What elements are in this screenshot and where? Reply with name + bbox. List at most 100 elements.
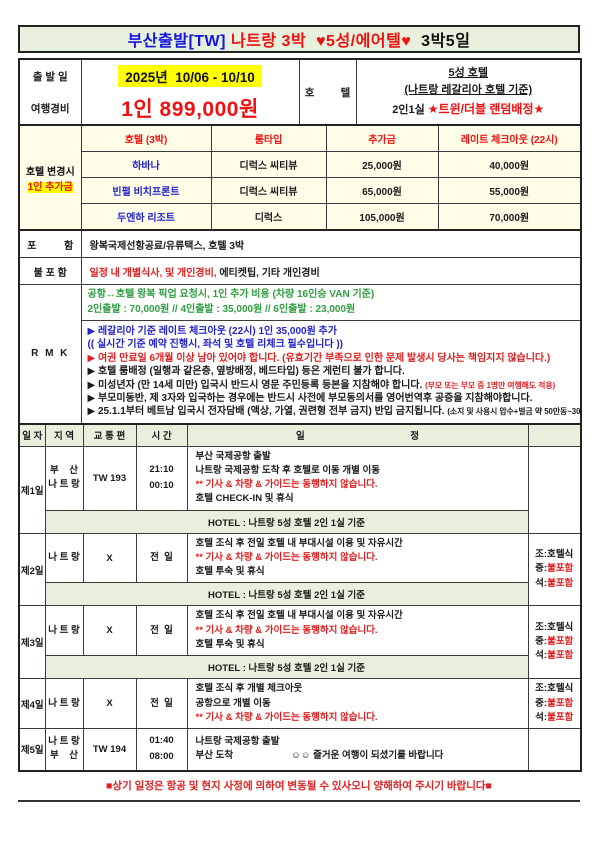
rmk-note-late-checkout: ▶ 레갈리아 기준 레이트 체크아웃 (22시) 1인 35,000원 추가: [87, 326, 337, 337]
day2-schedule: 호텔 조식 후 전일 호텔 내 부대시설 이용 및 자유시간 ** 기사 & 차…: [186, 532, 529, 584]
travel-cost-label: 여행경비: [18, 92, 82, 125]
day3-region: 나 트 랑: [44, 605, 84, 657]
col-region: 지 역: [44, 423, 84, 447]
hotel-option-late: 40,000원: [437, 151, 582, 178]
exclude-text-red: 일정 내 개별식사, 및 개인경비,: [89, 267, 217, 279]
hotel-option-name: 빈펄 비치프론트: [80, 177, 212, 204]
include-label: 포 함: [18, 229, 82, 258]
itinerary-header-row: 일 자 지 역 교 통 편 시 간 일 정: [18, 423, 582, 447]
col-room-type: 룸타입: [210, 124, 327, 152]
col-hotel: 호텔 (3박): [80, 124, 212, 152]
room-type-red: ★트윈/더블 랜덤배정★: [427, 101, 545, 116]
rmk-note-room-assignment: ▶ 호텔 룸배정 (일행과 같은층, 옆방배정, 베드타입) 등은 게런티 불가…: [87, 366, 405, 378]
col-meals: [527, 423, 582, 447]
day2-meals: 조:호텔식 중:불포함 석:불포함: [527, 532, 582, 607]
header-table: 출 발 일 2025년 10/06 - 10/10 호 텔 5성 호텔 (나트랑…: [18, 58, 582, 126]
col-schedule: 일 정: [186, 423, 529, 447]
hotel-option-late: 55,000원: [437, 177, 582, 204]
hotel-change-label-line2: 1인 추가금: [27, 181, 73, 193]
rmk-note-consent: ▶ 부모미동반, 제 3자와 입국하는 경우에는 반드시 사전에 부모동의서를 …: [87, 392, 533, 404]
day3-schedule: 호텔 조식 후 전일 호텔 내 부대시설 이용 및 자유시간 ** 기사 & 차…: [186, 605, 529, 657]
price-value: 1인 899,000원: [80, 92, 300, 125]
rmk-note-ecigarette: ▶ 25.1.1부터 베트남 입국시 전자담배 (액상, 가열, 권련형 전부 …: [88, 405, 581, 418]
col-day: 일 자: [18, 423, 46, 447]
day2-row: 제2일 나 트 랑 X 전 일 호텔 조식 후 전일 호텔 내 부대시설 이용 …: [18, 532, 582, 607]
hotel-grade: 5성 호텔: [448, 67, 489, 80]
hotel-option-room: 디럭스 씨티뷰: [210, 151, 327, 178]
hotel-option-late: 70,000원: [437, 203, 582, 231]
hotel-change-row: 하바나 디럭스 씨티뷰 25,000원 40,000원: [19, 151, 582, 178]
departure-date-label: 출 발 일: [18, 59, 82, 92]
day4-transport: X: [82, 678, 137, 730]
title-departure-city: 부산출발[TW]: [127, 33, 226, 50]
title-bar: 부산출발[TW] 나트랑 3박 ♥5성/에어텔♥ 3박5일: [18, 25, 580, 53]
pickup-fee-note: 공항↔호텔 왕복 픽업 요청시, 1인 추가 비용 (차량 16인승 VAN 기…: [80, 284, 582, 321]
hotel-name: (나트랑 레갈리아 호텔 기준): [404, 84, 533, 97]
day-number: 제4일: [18, 678, 46, 730]
exclude-text-black: 에티켓팁, 기타 개인경비: [216, 267, 320, 279]
day4-schedule: 호텔 조식 후 개별 체크아웃 공항으로 개별 이동 ** 기사 & 차량 & …: [186, 678, 529, 730]
hotel-change-row: 두엔하 리조트 디럭스 105,000원 70,000원: [19, 203, 582, 231]
pickup-fee-line2: 2인출발 : 70,000원 // 4인출발 : 35,000원 // 6인출발…: [87, 303, 356, 315]
hotel-band: HOTEL : 나트랑 5성 호텔 2인 1실 기준: [44, 655, 529, 680]
day-number: 제1일: [18, 445, 46, 534]
rmk-notes: ▶ 레갈리아 기준 레이트 체크아웃 (22시) 1인 35,000원 추가 (…: [80, 319, 582, 425]
day5-schedule: 나트랑 국제공항 출발 부산 도착 ☺☺ 즐거운 여행이 되셨기를 바랍니다: [186, 728, 529, 772]
day5-time: 01:40 08:00: [135, 728, 188, 772]
details-table: 호텔 변경시 1인 추가금 호텔 (3박) 룸타입 추가금 레이트 체크아웃 (…: [18, 124, 582, 425]
hotel-option-room: 디럭스 씨티뷰: [210, 177, 327, 204]
day4-time: 전 일: [135, 678, 188, 730]
day2-time: 전 일: [135, 532, 188, 584]
hotel-change-row: 빈펄 비치프론트 디럭스 씨티뷰 65,000원 55,000원: [19, 177, 582, 204]
rmk-note-ecigarette-penalty: (소지 및 사용시 압수+벌금 약 50만동~300만동): [447, 407, 581, 417]
hotel-label: 호 텔: [298, 58, 357, 126]
include-text: 왕복국제선항공료/유류택스, 호텔 3박: [80, 229, 582, 258]
hotel-option-name: 두엔하 리조트: [80, 203, 212, 231]
day5-meals: [527, 728, 582, 772]
hotel-option-surcharge: 65,000원: [325, 177, 439, 204]
rmk-note-passport: ▶ 여권 만료일 6개월 이상 남아 있어야 합니다. (유효기간 부족으로 인…: [87, 352, 551, 364]
title-destination: 나트랑 3박 ♥5성/에어텔♥: [226, 33, 417, 50]
col-late-checkout: 레이트 체크아웃 (22시): [437, 124, 582, 152]
hotel-change-label-line1: 호텔 변경시: [25, 166, 75, 178]
hotel-change-label: 호텔 변경시 1인 추가금: [18, 124, 82, 231]
hotel-band: HOTEL : 나트랑 5성 호텔 2인 1실 기준: [44, 509, 529, 534]
day4-row: 제4일 나 트 랑 X 전 일 호텔 조식 후 개별 체크아웃 공항으로 개별 …: [18, 678, 582, 730]
col-time: 시 간: [135, 423, 188, 447]
hotel-option-surcharge: 25,000원: [325, 151, 439, 178]
hotel-option-name: 하바나: [80, 151, 212, 178]
day-number: 제5일: [18, 728, 46, 772]
document-body: 부산출발[TW] 나트랑 3박 ♥5성/에어텔♥ 3박5일 출 발 일 2025…: [18, 25, 582, 802]
pickup-fee-line1: 공항↔호텔 왕복 픽업 요청시, 1인 추가 비용 (차량 16인승 VAN 기…: [87, 289, 375, 300]
day3-time: 전 일: [135, 605, 188, 657]
hotel-band: HOTEL : 나트랑 5성 호텔 2인 1실 기준: [44, 582, 529, 607]
hotel-option-room: 디럭스: [210, 203, 327, 231]
day4-region: 나 트 랑: [44, 678, 84, 730]
day-number: 제3일: [18, 605, 46, 680]
day3-meals: 조:호텔식 중:불포함 석:불포함: [527, 605, 582, 680]
day4-meals: 조:호텔식 중:불포함 석:불포함: [527, 678, 582, 730]
title-duration: 3박5일: [416, 33, 471, 50]
day5-flight: TW 194: [82, 728, 137, 772]
room-type-black: 2인1실: [392, 103, 428, 116]
day3-transport: X: [82, 605, 137, 657]
col-surcharge: 추가금: [325, 124, 439, 152]
hotel-option-surcharge: 105,000원: [325, 203, 439, 231]
rmk-note-recheck: (( 실시간 기준 예약 진행시, 좌석 및 호텔 리체크 필수입니다 )): [87, 339, 343, 351]
day-number: 제2일: [18, 532, 46, 607]
day3-row: 제3일 나 트 랑 X 전 일 호텔 조식 후 전일 호텔 내 부대시설 이용 …: [18, 605, 582, 680]
rmk-note-minor-detail: (부모 또는 부모 중 1명만 여행해도 적용): [425, 380, 556, 390]
day1-flight: TW 193: [82, 445, 137, 511]
day1-schedule: 부산 국제공항 출발 나트랑 국제공항 도착 후 호텔로 이동 개별 이동 **…: [186, 445, 529, 511]
exclude-label: 불 포 함: [18, 257, 82, 285]
day2-region: 나 트 랑: [44, 532, 84, 584]
rmk-note-minor: ▶ 미성년자 (만 14세 미만) 입국시 반드시 영문 주민등록 등본을 지참…: [87, 379, 556, 391]
exclude-text: 일정 내 개별식사, 및 개인경비, 에티켓팁, 기타 개인경비: [80, 257, 582, 285]
departure-date-cell: 2025년 10/06 - 10/10: [80, 59, 300, 92]
